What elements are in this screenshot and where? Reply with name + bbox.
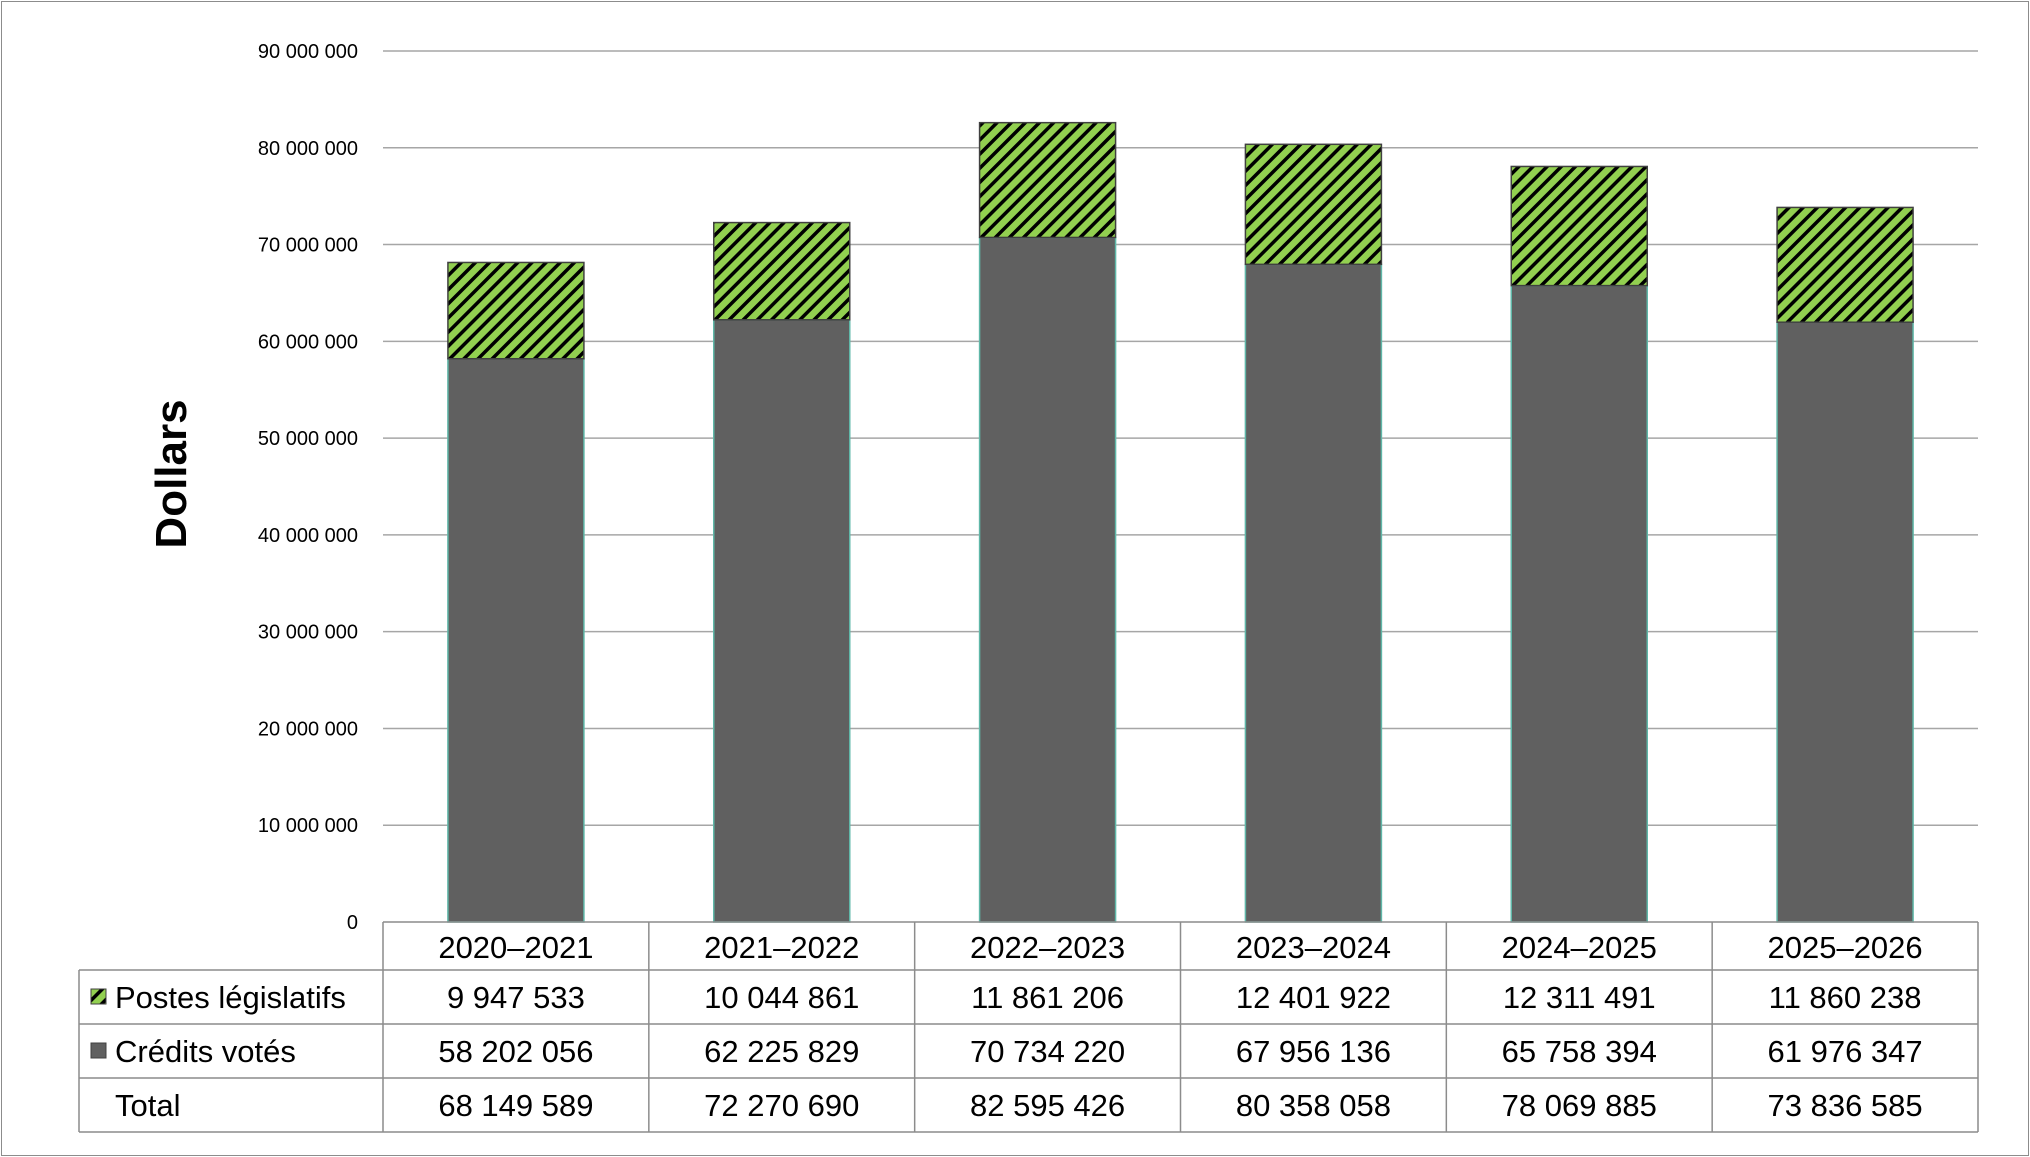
legend-swatch-credits-votes xyxy=(90,1042,107,1059)
y-tick-label: 80 000 000 xyxy=(258,138,358,160)
data-label-credits-votes: 70 734 220 xyxy=(970,1034,1125,1069)
bar-postes-legislatifs xyxy=(1510,165,1648,287)
bar-postes-legislatifs xyxy=(1776,206,1914,323)
bar-credits-votes xyxy=(1510,284,1648,923)
data-table: 2020–2021 2021–2022 2022–2023 2023–2024 2024… xyxy=(78,921,1979,1133)
x-category-label: 2020–2021 xyxy=(438,930,593,965)
y-axis-label: Dollars xyxy=(147,399,196,548)
data-label-postes-legislatifs: 11 861 206 xyxy=(971,980,1124,1015)
bar-postes-legislatifs xyxy=(978,121,1117,239)
bar-postes-legislatifs xyxy=(447,261,585,360)
y-tick-label: 70 000 000 xyxy=(258,235,358,257)
data-label-postes-legislatifs: 12 311 491 xyxy=(1503,980,1656,1015)
x-category-label: 2022–2023 xyxy=(970,930,1125,965)
data-label-credits-votes: 67 956 136 xyxy=(1236,1034,1391,1069)
y-tick-label: 60 000 000 xyxy=(258,331,358,353)
bars xyxy=(447,121,1914,923)
bar-credits-votes xyxy=(447,357,585,923)
data-label-credits-votes: 58 202 056 xyxy=(438,1034,593,1069)
row-label-total: Total xyxy=(115,1088,180,1123)
data-label-total: 68 149 589 xyxy=(438,1088,593,1123)
x-category-label: 2024–2025 xyxy=(1502,930,1657,965)
gridlines xyxy=(383,50,1978,826)
x-category-label: 2021–2022 xyxy=(704,930,859,965)
y-axis-ticks: 0 10 000 000 20 000 000 30 000 000 40 000 00… xyxy=(258,41,358,934)
data-label-total: 78 069 885 xyxy=(1502,1088,1657,1123)
y-tick-label: 0 xyxy=(347,912,358,934)
bar-credits-votes xyxy=(1776,321,1914,923)
y-tick-label: 10 000 000 xyxy=(258,815,358,837)
y-tick-label: 90 000 000 xyxy=(258,41,358,63)
bar-postes-legislatifs xyxy=(713,221,851,321)
data-label-credits-votes: 65 758 394 xyxy=(1502,1034,1657,1069)
legend-swatch-postes-legislatifs xyxy=(90,988,107,1005)
data-label-credits-votes: 62 225 829 xyxy=(704,1034,859,1069)
x-category-label: 2025–2026 xyxy=(1767,930,1922,965)
bar-credits-votes xyxy=(978,236,1117,923)
data-label-postes-legislatifs: 9 947 533 xyxy=(447,980,585,1015)
data-label-postes-legislatifs: 10 044 861 xyxy=(704,980,859,1015)
y-tick-label: 20 000 000 xyxy=(258,718,358,740)
data-label-total: 72 270 690 xyxy=(704,1088,859,1123)
y-tick-label: 40 000 000 xyxy=(258,525,358,547)
bar-credits-votes xyxy=(713,319,851,923)
row-label-postes-legislatifs: Postes législatifs xyxy=(115,980,346,1015)
data-label-postes-legislatifs: 12 401 922 xyxy=(1236,980,1391,1015)
data-label-credits-votes: 61 976 347 xyxy=(1768,1034,1923,1069)
bar-credits-votes xyxy=(1244,263,1383,923)
bar-postes-legislatifs xyxy=(1244,143,1383,266)
row-label-credits-votes: Crédits votés xyxy=(115,1034,296,1069)
data-label-total: 80 358 058 xyxy=(1236,1088,1391,1123)
data-label-postes-legislatifs: 11 860 238 xyxy=(1769,980,1922,1015)
y-tick-label: 30 000 000 xyxy=(258,622,358,644)
data-label-total: 73 836 585 xyxy=(1768,1088,1923,1123)
y-tick-label: 50 000 000 xyxy=(258,428,358,450)
data-label-total: 82 595 426 xyxy=(970,1088,1125,1123)
x-category-label: 2023–2024 xyxy=(1236,930,1391,965)
